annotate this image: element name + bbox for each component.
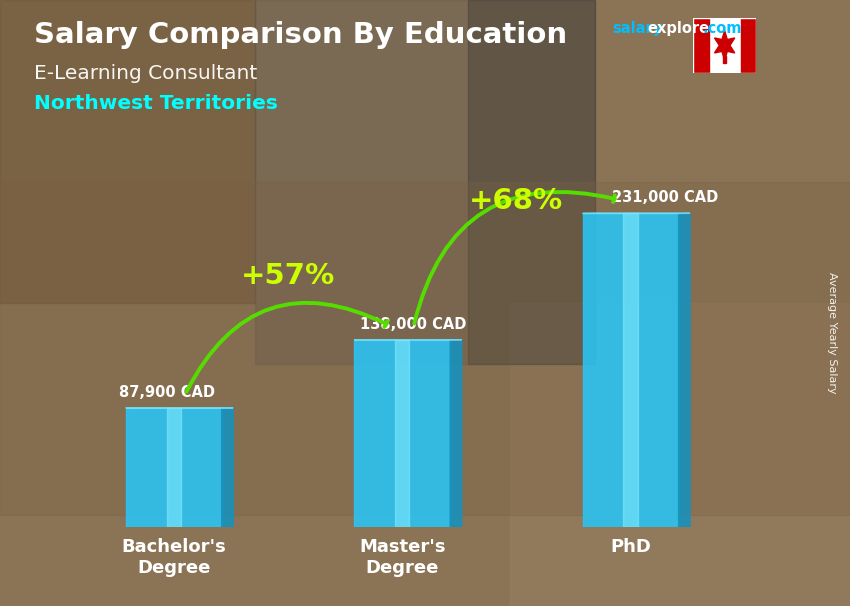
Polygon shape [354, 340, 450, 527]
Bar [468, 0, 595, 364]
Text: E-Learning Consultant: E-Learning Consultant [34, 64, 258, 82]
Text: +68%: +68% [469, 187, 564, 215]
Bar [0, 0, 255, 303]
Text: 231,000 CAD: 231,000 CAD [612, 190, 718, 205]
Polygon shape [678, 213, 690, 527]
Polygon shape [395, 340, 410, 527]
Text: 87,900 CAD: 87,900 CAD [119, 385, 215, 400]
Bar [722, 56, 726, 63]
Polygon shape [167, 408, 181, 527]
Polygon shape [450, 340, 462, 527]
Text: salary: salary [612, 21, 662, 36]
Polygon shape [715, 30, 734, 61]
Text: Average Yearly Salary: Average Yearly Salary [827, 273, 837, 394]
Text: Northwest Territories: Northwest Territories [34, 94, 278, 113]
Bar [255, 0, 595, 364]
Polygon shape [126, 408, 222, 527]
Bar [0, 182, 850, 515]
Bar [510, 303, 850, 606]
Text: .com: .com [702, 21, 741, 36]
Polygon shape [222, 408, 233, 527]
Text: explorer: explorer [648, 21, 717, 36]
Bar [693, 18, 709, 73]
Polygon shape [623, 213, 638, 527]
Text: Salary Comparison By Education: Salary Comparison By Education [34, 21, 567, 49]
Text: +57%: +57% [241, 262, 335, 290]
Polygon shape [582, 213, 678, 527]
Text: 138,000 CAD: 138,000 CAD [360, 316, 467, 331]
Bar [740, 18, 756, 73]
